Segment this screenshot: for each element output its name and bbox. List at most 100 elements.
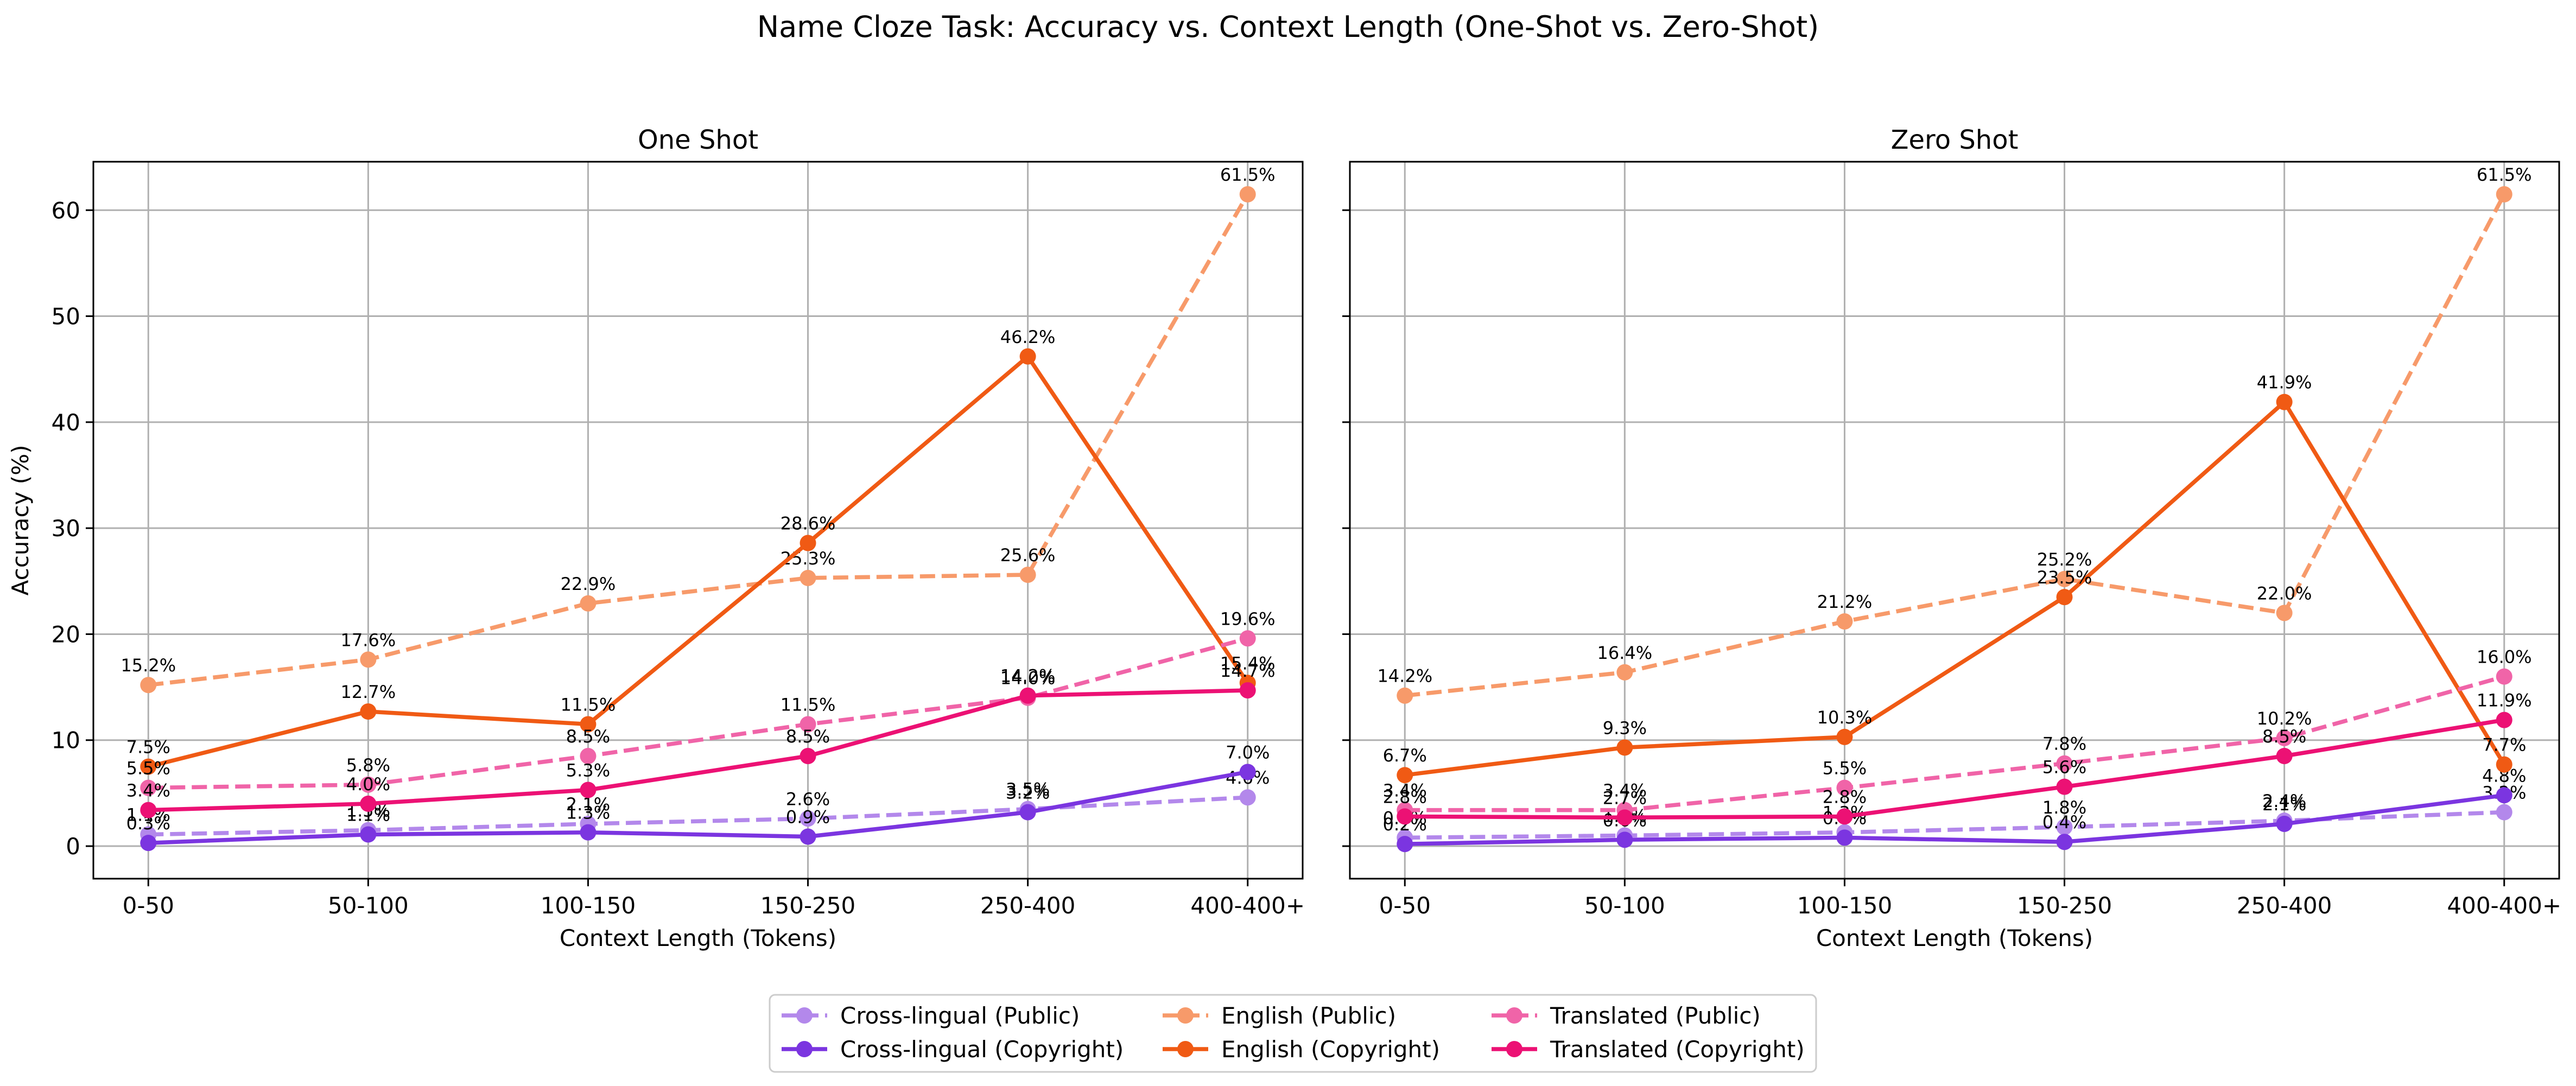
x-tick-label: 50-100 (1584, 892, 1665, 919)
data-point (2056, 570, 2073, 587)
data-label: 11.5% (781, 694, 836, 715)
panel-title: Zero Shot (1891, 125, 2019, 155)
data-label: 22.9% (561, 574, 616, 594)
data-point (2276, 729, 2293, 746)
x-tick-label: 50-100 (328, 892, 409, 919)
data-point (1397, 687, 1413, 704)
x-tick-label: 100-150 (541, 892, 636, 919)
data-point (2276, 605, 2293, 621)
panels: 0-50 50-100 100-150 150-250 250-400 400-400+0… (7, 125, 2561, 951)
data-point (580, 824, 597, 841)
data-label: 2.7% (1603, 787, 1647, 808)
y-tick-label: 60 (52, 197, 80, 224)
series-line (148, 770, 1248, 845)
data-label: 5.5% (1823, 758, 1867, 779)
data-point (140, 835, 157, 852)
data-point (2276, 393, 2293, 410)
data-point (1239, 764, 1256, 780)
data-label: 15.4% (1220, 653, 1276, 674)
data-label: 1.8% (2042, 797, 2086, 818)
legend-marker (1177, 1041, 1194, 1057)
figure-title: Name Cloze Task: Accuracy vs. Context Le… (757, 10, 1819, 44)
data-label: 11.9% (2477, 690, 2532, 711)
y-tick-label: 20 (52, 621, 80, 647)
data-point (580, 782, 597, 798)
data-point (140, 758, 157, 775)
legend-entry: English (Public) (1221, 1002, 1396, 1029)
data-point (1239, 789, 1256, 806)
data-label: 3.4% (1383, 780, 1427, 801)
data-label: 2.6% (786, 789, 830, 809)
data-label: 10.2% (2257, 708, 2312, 729)
chart-panel-2: 0-50 50-100 100-150 150-250 250-400 400-400+ C… (1342, 125, 2561, 951)
data-point (2496, 756, 2512, 773)
data-point (1616, 664, 1633, 681)
data-label: 10.3% (1817, 707, 1873, 728)
data-point (2056, 834, 2073, 850)
data-point (2496, 712, 2512, 728)
data-point (800, 569, 816, 586)
x-axis-label: Context Length (Tokens) (560, 925, 836, 951)
data-point (800, 716, 816, 733)
panel-title: One Shot (638, 125, 758, 155)
data-label: 23.5% (2037, 567, 2092, 588)
legend-marker (1506, 1007, 1522, 1024)
data-label: 3.4% (1603, 780, 1647, 801)
legend-entry: Cross-lingual (Copyright) (840, 1036, 1124, 1063)
data-label: 28.6% (781, 513, 836, 534)
data-label: 3.2% (1006, 783, 1050, 803)
plot-frame (92, 161, 1304, 880)
data-point (360, 795, 377, 812)
x-tick-label: 250-400 (2237, 892, 2332, 919)
data-point (140, 779, 157, 796)
data-point (140, 677, 157, 694)
data-point (360, 826, 377, 843)
data-point (800, 828, 816, 845)
data-point (1397, 767, 1413, 784)
series-line (1405, 793, 2505, 846)
data-label: 5.5% (126, 758, 170, 779)
data-point (2496, 804, 2512, 821)
y-tick-label: 50 (52, 303, 80, 330)
data-point (2496, 186, 2512, 202)
data-point (2276, 748, 2293, 765)
data-label: 41.9% (2257, 372, 2312, 393)
series-line (1404, 193, 2507, 698)
data-label: 2.8% (1823, 786, 1867, 807)
data-label: 61.5% (1220, 164, 1276, 185)
data-label: 25.2% (2037, 549, 2092, 570)
x-axis-label: Context Length (Tokens) (1816, 925, 2093, 951)
data-point (2056, 778, 2073, 795)
data-label: 17.6% (341, 630, 396, 650)
chart-panel-1: 0-50 50-100 100-150 150-250 250-400 400-400+ 0… (7, 125, 1305, 951)
data-point (2276, 816, 2293, 833)
data-label: 3.4% (126, 780, 170, 801)
data-label: 5.8% (346, 755, 390, 776)
series-line (1405, 717, 2505, 820)
data-label: 9.3% (1603, 717, 1647, 738)
data-point (360, 776, 377, 793)
legend: Cross-lingual (Public) Cross-lingual (Cop… (769, 994, 1817, 1073)
data-point (2056, 755, 2073, 772)
data-point (1616, 831, 1633, 848)
data-label: 46.2% (1000, 327, 1056, 347)
data-point (1397, 836, 1413, 853)
data-label: 1.3% (566, 803, 610, 823)
legend-entry: Translated (Copyright) (1550, 1036, 1805, 1063)
data-point (360, 651, 377, 668)
x-tick-label: 150-250 (2017, 892, 2112, 919)
legend-marker (796, 1007, 813, 1024)
data-label: 22.0% (2257, 583, 2312, 604)
data-label: 7.5% (126, 737, 170, 758)
data-label: 0.4% (2042, 812, 2086, 833)
data-label: 4.0% (346, 774, 390, 795)
data-label: 3.5% (1006, 779, 1050, 800)
data-point (1397, 808, 1413, 825)
data-point (1836, 779, 1853, 796)
data-label: 6.7% (1383, 745, 1427, 766)
data-label: 7.0% (1226, 742, 1270, 763)
data-label: 8.5% (2262, 726, 2306, 747)
data-point (580, 595, 597, 612)
